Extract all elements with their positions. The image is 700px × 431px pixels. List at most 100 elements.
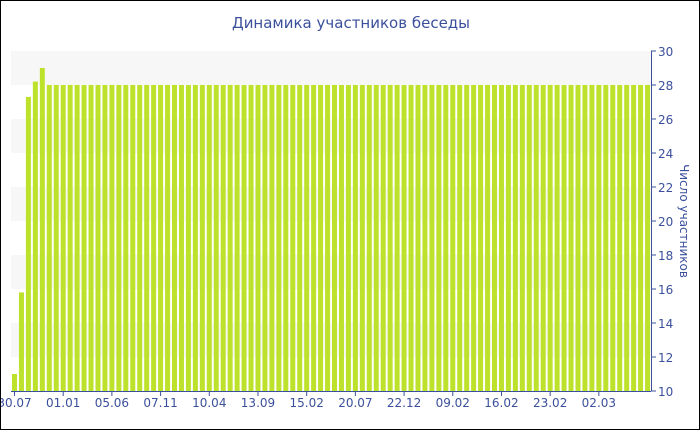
bar xyxy=(624,85,630,391)
bar xyxy=(422,85,428,391)
x-tick-label: 09.02 xyxy=(436,396,470,410)
bar xyxy=(561,85,567,391)
bar xyxy=(505,85,511,391)
y-tick-label: 20 xyxy=(658,215,673,229)
bar xyxy=(450,85,456,391)
bar xyxy=(359,85,365,391)
y-tick-label: 26 xyxy=(658,113,673,127)
bar xyxy=(366,85,372,391)
bar xyxy=(255,85,261,391)
bar xyxy=(283,85,289,391)
bar xyxy=(325,85,331,391)
chart-title: Динамика участников беседы xyxy=(231,14,471,32)
bar xyxy=(498,85,504,391)
x-tick-label: 07.11 xyxy=(143,396,177,410)
bar xyxy=(478,85,484,391)
bar xyxy=(102,85,108,391)
y-tick-label: 16 xyxy=(658,283,673,297)
bar xyxy=(568,85,574,391)
bar xyxy=(12,374,18,391)
bar xyxy=(74,85,80,391)
x-tick-label: 30.07 xyxy=(1,396,32,410)
bar xyxy=(262,85,268,391)
x-tick-label: 05.06 xyxy=(95,396,129,410)
bar xyxy=(575,85,581,391)
grid-band xyxy=(11,51,651,85)
bar xyxy=(199,85,205,391)
bar xyxy=(144,85,150,391)
bar xyxy=(32,81,38,391)
y-axis-label: Число участников xyxy=(677,164,691,278)
x-tick-label: 22.12 xyxy=(387,396,421,410)
bar xyxy=(276,85,282,391)
bar xyxy=(332,85,338,391)
bar xyxy=(206,85,212,391)
bar xyxy=(638,85,644,391)
bar xyxy=(248,85,254,391)
bar xyxy=(512,85,518,391)
bar xyxy=(185,85,191,391)
bar xyxy=(547,85,553,391)
y-tick-label: 24 xyxy=(658,147,673,161)
bar xyxy=(526,85,532,391)
bar xyxy=(519,85,525,391)
y-tick-label: 14 xyxy=(658,317,673,331)
y-tick-label: 28 xyxy=(658,79,673,93)
bar xyxy=(123,85,129,391)
bar xyxy=(39,68,45,391)
bar xyxy=(18,292,24,391)
bar xyxy=(596,85,602,391)
bar xyxy=(46,85,52,391)
bar xyxy=(554,85,560,391)
bar xyxy=(533,85,539,391)
bar xyxy=(95,85,101,391)
bar xyxy=(345,85,351,391)
bar xyxy=(234,85,240,391)
x-tick-label: 10.04 xyxy=(192,396,226,410)
bar xyxy=(471,85,477,391)
bar xyxy=(88,85,94,391)
bar xyxy=(645,85,651,391)
x-tick-label: 16.02 xyxy=(484,396,518,410)
bar xyxy=(304,85,310,391)
bar xyxy=(540,85,546,391)
bar xyxy=(436,85,442,391)
bar xyxy=(213,85,219,391)
bar xyxy=(130,85,136,391)
bar xyxy=(387,85,393,391)
bar xyxy=(631,85,637,391)
bar xyxy=(25,96,31,392)
bar xyxy=(318,85,324,391)
bar xyxy=(290,85,296,391)
bar xyxy=(429,85,435,391)
bar xyxy=(158,85,164,391)
bar xyxy=(589,85,595,391)
bar xyxy=(617,85,623,391)
bar xyxy=(297,85,303,391)
y-tick-label: 30 xyxy=(658,45,673,59)
y-tick-label: 10 xyxy=(658,385,673,399)
x-tick-label: 01.01 xyxy=(46,396,80,410)
bar xyxy=(311,85,317,391)
bar xyxy=(269,85,275,391)
bar xyxy=(610,85,616,391)
bar xyxy=(352,85,358,391)
bar xyxy=(582,85,588,391)
bar xyxy=(380,85,386,391)
bar xyxy=(60,85,66,391)
bar xyxy=(220,85,226,391)
bar xyxy=(464,85,470,391)
bar xyxy=(53,85,59,391)
x-tick-label: 20.07 xyxy=(338,396,372,410)
bar xyxy=(485,85,491,391)
x-tick-label: 15.02 xyxy=(289,396,323,410)
x-tick-label: 02.03 xyxy=(582,396,616,410)
x-tick-label: 23.02 xyxy=(533,396,567,410)
y-tick-label: 12 xyxy=(658,351,673,365)
y-tick-label: 18 xyxy=(658,249,673,263)
bar xyxy=(192,85,198,391)
bar xyxy=(241,85,247,391)
bar xyxy=(457,85,463,391)
